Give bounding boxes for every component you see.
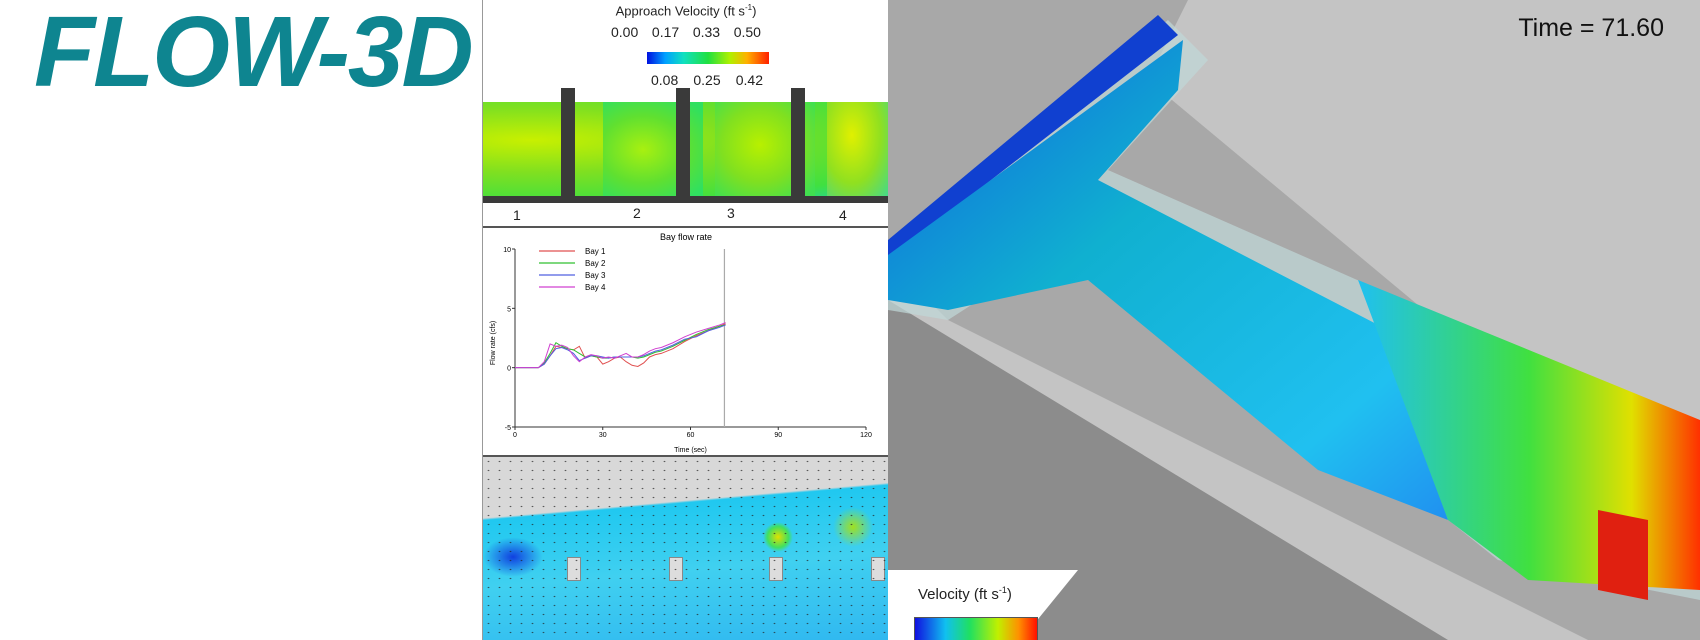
legend-label: Bay 4 (585, 283, 606, 292)
x-tick-label: 0 (513, 432, 517, 439)
approach-velocity-title: Approach Velocity (ft s-1) (615, 3, 757, 19)
flow-3d-logo: FLOW-3D (34, 0, 474, 108)
pier-3 (791, 88, 805, 200)
chart-title: Bay flow rate (660, 232, 712, 242)
3d-geometry (888, 0, 1700, 640)
y-tick-label: 5 (507, 306, 511, 313)
bay-flow-rate-chart: Bay flow rate Time (sec) Flow rate (cfs)… (490, 232, 872, 454)
left-results-panel: Approach Velocity (ft s-1) 0.00 0.17 0.33 0… (482, 0, 890, 640)
x-tick-label: 30 (599, 432, 607, 439)
3d-velocity-view: Time = 71.60 Velocity (ft s-1) (888, 0, 1700, 640)
x-tick-label: 60 (687, 432, 695, 439)
velocity-color-bar (914, 617, 1038, 640)
y-axis-label: Flow rate (cfs) (490, 321, 497, 365)
vector-field-plot (483, 457, 889, 640)
divider (483, 455, 889, 457)
time-label: Time = 71.60 (1518, 14, 1664, 42)
x-tick-label: 120 (860, 432, 872, 439)
y-tick-label: 0 (507, 366, 511, 373)
bay-label-1: 1 (513, 207, 521, 223)
bay-label-3: 3 (727, 205, 735, 221)
floor (483, 196, 889, 203)
pier-1 (561, 88, 575, 200)
bay-label-4: 4 (839, 207, 847, 223)
divider (483, 226, 889, 228)
legend-label: Bay 1 (585, 247, 606, 256)
approach-ticks-top: 0.00 0.17 0.33 0.50 (611, 24, 761, 40)
approach-ticks-bottom: 0.08 0.25 0.42 (651, 72, 763, 88)
series-line-bay-3 (515, 324, 726, 369)
bay-label-2: 2 (633, 205, 641, 221)
approach-color-bar (647, 52, 769, 64)
pier-2 (676, 88, 690, 200)
velocity-legend-title: Velocity (ft s-1) (918, 585, 1012, 603)
x-tick-label: 90 (774, 432, 782, 439)
series-line-bay-4 (515, 322, 726, 369)
x-axis-label: Time (sec) (674, 447, 707, 454)
legend-label: Bay 3 (585, 271, 606, 280)
y-tick-label: -5 (505, 425, 511, 432)
y-tick-label: 10 (503, 247, 511, 254)
legend-label: Bay 2 (585, 259, 606, 268)
